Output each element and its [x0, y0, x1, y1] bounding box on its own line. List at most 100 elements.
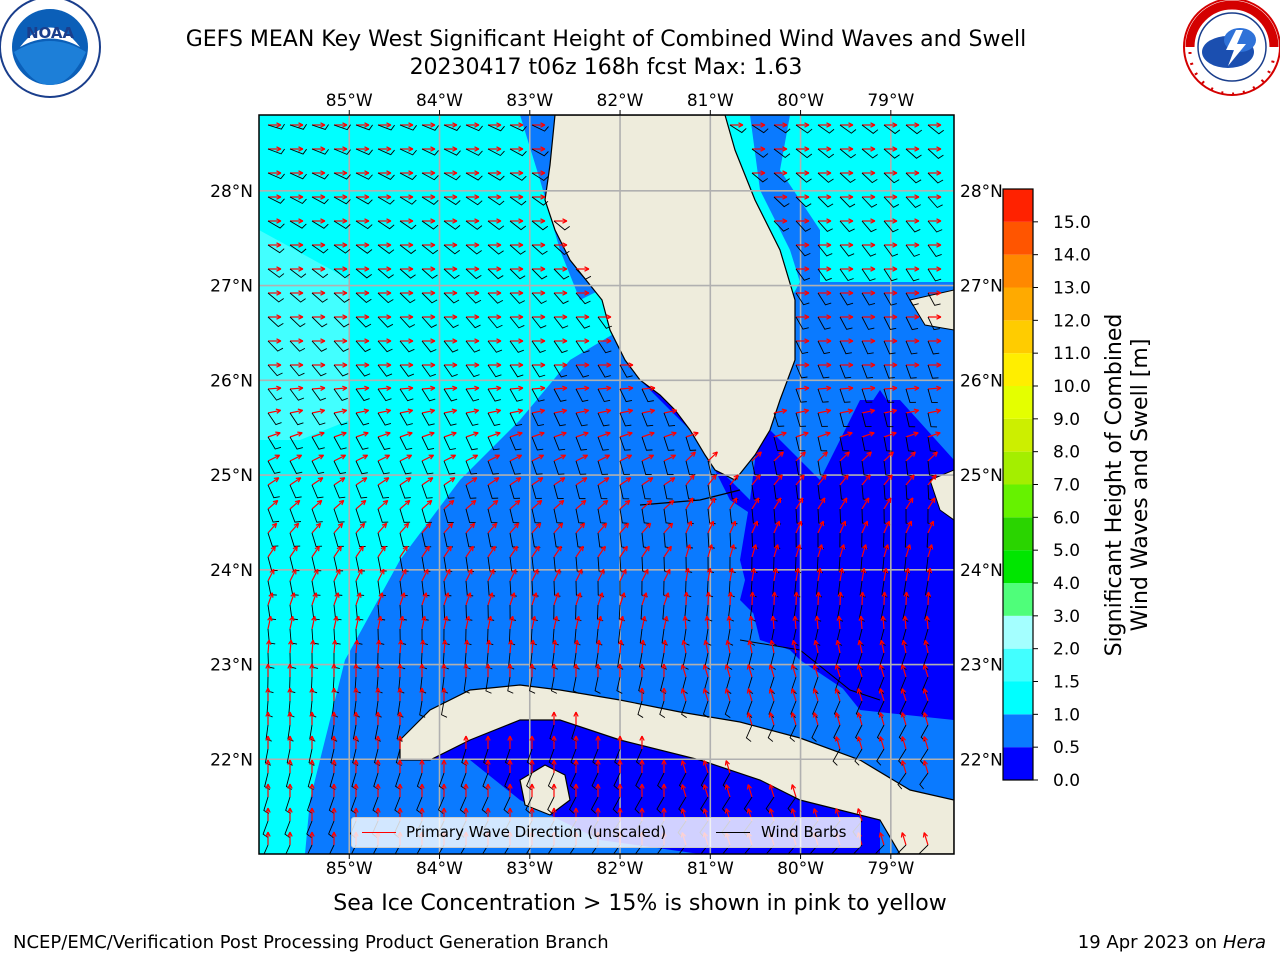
wave-arrowhead [639, 663, 645, 669]
wave-arrowhead [298, 362, 304, 368]
wind-barb [904, 556, 911, 574]
wind-barb [531, 292, 547, 305]
wind-barb [311, 532, 323, 547]
wind-barb [355, 244, 373, 254]
wave-arrow [879, 688, 885, 702]
wave-arrow [901, 832, 907, 846]
wave-arrowhead [408, 338, 414, 344]
wind-barb [377, 484, 390, 499]
wave-arrowhead [596, 639, 602, 645]
wave-arrowhead [276, 170, 282, 176]
wave-arrowhead [331, 807, 337, 813]
wave-arrowhead [313, 568, 319, 575]
wind-barb [399, 364, 415, 377]
wave-arrowhead [353, 711, 359, 717]
wind-barb [597, 460, 609, 475]
wind-barb [465, 244, 482, 255]
wave-arrowhead [419, 687, 425, 693]
wave-arrow [817, 474, 827, 486]
wind-barb [372, 844, 379, 854]
wave-arrowhead [342, 290, 348, 296]
wind-barb [927, 316, 940, 331]
wave-arrowhead [320, 218, 326, 224]
wave-arrowhead [553, 615, 559, 622]
wave-arrowhead [529, 735, 535, 741]
wave-arrowhead [803, 431, 809, 437]
wave-arrow [641, 432, 655, 438]
wave-arrow [597, 454, 610, 462]
wave-arrowhead [552, 639, 558, 645]
wind-barb [311, 460, 325, 475]
wave-arrowhead [386, 122, 392, 128]
wind-barb [572, 676, 579, 694]
wind-barb [399, 220, 417, 230]
wind-barb [861, 172, 878, 184]
wave-arrowhead [709, 520, 715, 527]
wave-arrowhead [496, 290, 502, 296]
wave-arrow [531, 592, 537, 606]
wave-arrowhead [746, 664, 753, 670]
wave-arrowhead [725, 639, 731, 646]
wave-arrowhead [914, 242, 920, 248]
wave-arrow [839, 568, 843, 582]
wave-arrow [751, 451, 762, 462]
wave-arrow [860, 615, 863, 630]
wave-arrowhead [555, 568, 561, 575]
wave-arrowhead [848, 362, 854, 368]
wind-barb [639, 652, 646, 670]
wave-arrowhead [804, 290, 810, 296]
wave-arrowhead [869, 408, 876, 414]
wave-arrow [333, 477, 346, 486]
wind-barb [553, 316, 569, 329]
wave-arrowhead [729, 544, 736, 550]
wind-barb [553, 364, 568, 378]
wave-arrowhead [771, 591, 778, 597]
wave-arrowhead [617, 735, 623, 741]
wave-arrowhead [749, 591, 756, 597]
lon-tick-label: 85°W [326, 91, 373, 111]
wind-barb [355, 220, 373, 230]
wind-barb [267, 268, 285, 278]
wave-arrow [487, 499, 499, 510]
wave-arrow [421, 409, 435, 414]
wave-arrow [685, 432, 699, 438]
colorbar-label: Significant Height of Combined Wind Waves… [1102, 295, 1154, 675]
wave-arrowhead [826, 146, 832, 152]
wave-arrowhead [441, 687, 447, 693]
wind-barb [355, 148, 373, 156]
wave-arrow [377, 616, 382, 630]
wind-barb [685, 436, 697, 451]
wave-arrowhead [882, 567, 889, 574]
colorbar-segment [1003, 451, 1033, 485]
wind-barb [617, 652, 624, 670]
wave-arrowhead [342, 146, 348, 152]
wave-arrowhead [836, 615, 842, 621]
wave-arrowhead [420, 639, 426, 645]
colorbar-tick-label: 8.0 [1053, 443, 1080, 463]
wave-arrow [685, 497, 694, 510]
wave-arrowhead [936, 314, 942, 320]
wind-barb [597, 580, 605, 597]
wind-barb [700, 844, 709, 854]
wind-barb [421, 292, 438, 304]
wind-barb [883, 172, 900, 184]
wind-barb [861, 124, 879, 134]
wave-arrowhead [936, 242, 942, 248]
wave-arrowhead [493, 477, 500, 483]
wave-arrowhead [430, 290, 436, 296]
wave-arrowhead [511, 568, 517, 575]
lat-tick-label: 24°N [210, 561, 253, 581]
wave-arrowhead [595, 807, 601, 813]
wave-arrowhead [826, 314, 832, 320]
wave-arrowhead [682, 615, 688, 621]
wind-barb [874, 844, 885, 854]
wind-barb [773, 412, 785, 427]
wind-barb [311, 292, 328, 303]
wind-barb [659, 700, 666, 718]
wind-barb [443, 148, 461, 156]
wind-barb [597, 340, 612, 354]
wave-arrowhead [494, 454, 501, 460]
wave-arrow [663, 592, 669, 606]
wave-arrowhead [628, 385, 634, 391]
wave-arrowhead [376, 639, 382, 645]
